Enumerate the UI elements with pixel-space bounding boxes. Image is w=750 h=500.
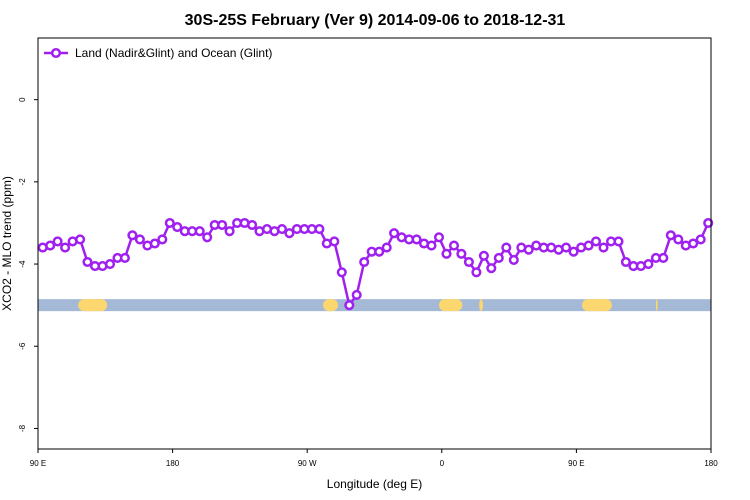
data-point: [276, 224, 288, 235]
y-axis: 0 -2 -4 -6 -8: [18, 97, 38, 432]
data-point: [688, 238, 699, 249]
data-point: [523, 244, 534, 255]
data-point: [486, 263, 497, 274]
data-point: [351, 289, 362, 300]
x-axis-label: Longitude (deg E): [327, 477, 422, 491]
land-segment: [582, 299, 612, 312]
x-tick-label: 0: [440, 459, 445, 468]
data-point: [433, 232, 445, 243]
y-tick-label: -4: [18, 260, 27, 268]
data-point: [478, 250, 489, 261]
plot-frame: [37, 37, 712, 450]
data-point: [75, 234, 86, 245]
data-point: [501, 242, 512, 253]
data-point: [247, 219, 258, 231]
ocean-band: [38, 299, 711, 312]
y-tick-label: 0: [18, 97, 27, 102]
data-point: [134, 234, 145, 245]
data-point: [613, 236, 624, 247]
x-tick-label: 90 W: [298, 459, 317, 468]
x-tick-label: 90 E: [568, 459, 584, 468]
data-point: [508, 254, 519, 265]
data-point: [389, 228, 400, 239]
x-tick-label: 180: [704, 459, 718, 468]
data-point: [194, 226, 205, 237]
data-point: [45, 240, 56, 251]
data-point: [448, 240, 460, 251]
legend-label: Land (Nadir&Glint) and Ocean (Glint): [75, 46, 272, 60]
land-segment: [78, 299, 108, 312]
data-point: [344, 300, 355, 311]
data-point: [590, 236, 602, 247]
data-point: [224, 226, 235, 237]
data-point: [149, 238, 160, 249]
y-axis-label: XCO2 - MLO trend (ppm): [0, 176, 14, 311]
data-point: [217, 219, 228, 231]
data-point: [359, 256, 370, 268]
data-point: [568, 246, 579, 257]
data-point: [381, 242, 392, 253]
data-point: [284, 228, 295, 239]
data-point: [703, 217, 714, 229]
data-point: [583, 240, 594, 251]
data-point: [127, 230, 138, 241]
data-point: [329, 236, 340, 247]
land-segment: [438, 299, 463, 312]
data-point: [374, 246, 385, 257]
land-segment: [479, 299, 483, 312]
land-segment: [655, 299, 658, 312]
data-point: [314, 224, 325, 235]
surface-band: [38, 299, 711, 312]
data-point: [157, 234, 168, 245]
data-point: [426, 240, 437, 251]
y-tick-label: -8: [18, 424, 27, 432]
data-point: [493, 252, 504, 263]
data-point: [463, 256, 474, 268]
data-point: [620, 256, 631, 268]
x-tick-label: 90 E: [30, 459, 46, 468]
data-point: [561, 242, 572, 253]
data-point: [441, 248, 452, 259]
data-point: [119, 252, 130, 263]
data-point: [202, 232, 213, 243]
data-point: [336, 267, 347, 278]
data-point: [665, 230, 676, 241]
chart-title: 30S-25S February (Ver 9) 2014-09-06 to 2…: [185, 12, 566, 29]
data-point: [411, 234, 422, 245]
data-point: [598, 242, 609, 253]
data-point: [695, 234, 706, 245]
data-point: [456, 248, 467, 259]
data-point: [82, 256, 93, 268]
x-axis: 90 E 180 90 W 0 90 E 180: [30, 449, 718, 468]
data-point: [673, 234, 684, 245]
land-segment: [323, 299, 339, 312]
data-point: [658, 252, 669, 263]
data-point: [60, 242, 71, 253]
data-point: [471, 267, 482, 278]
y-tick-label: -2: [18, 178, 27, 186]
data-point: [52, 236, 63, 247]
data-point: [104, 259, 116, 270]
data-point: [643, 259, 654, 270]
y-tick-label: -6: [18, 342, 27, 350]
data-point: [172, 222, 183, 233]
data-point: [164, 217, 175, 229]
x-tick-label: 180: [166, 459, 180, 468]
legend-marker: [50, 47, 62, 59]
legend: Land (Nadir&Glint) and Ocean (Glint): [44, 46, 272, 60]
series-layer: [37, 217, 714, 311]
